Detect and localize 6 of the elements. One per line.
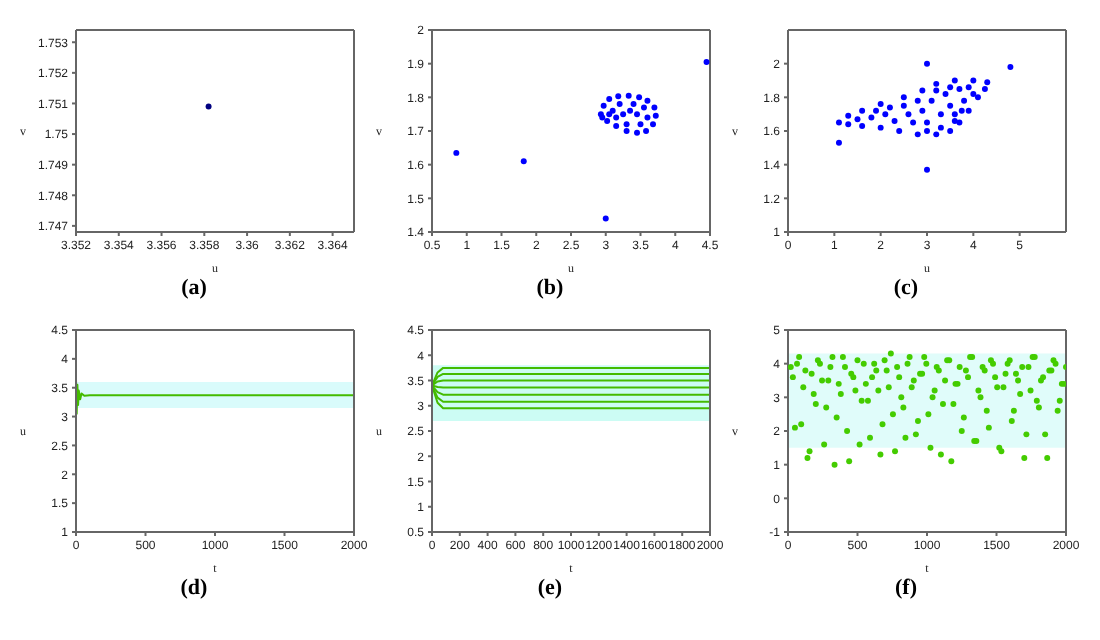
text: (f): [895, 576, 917, 600]
text: (a): [181, 276, 207, 300]
text: (e): [537, 576, 563, 600]
text: (c): [893, 276, 919, 300]
text: (b): [536, 276, 564, 300]
text: (d): [180, 576, 208, 600]
